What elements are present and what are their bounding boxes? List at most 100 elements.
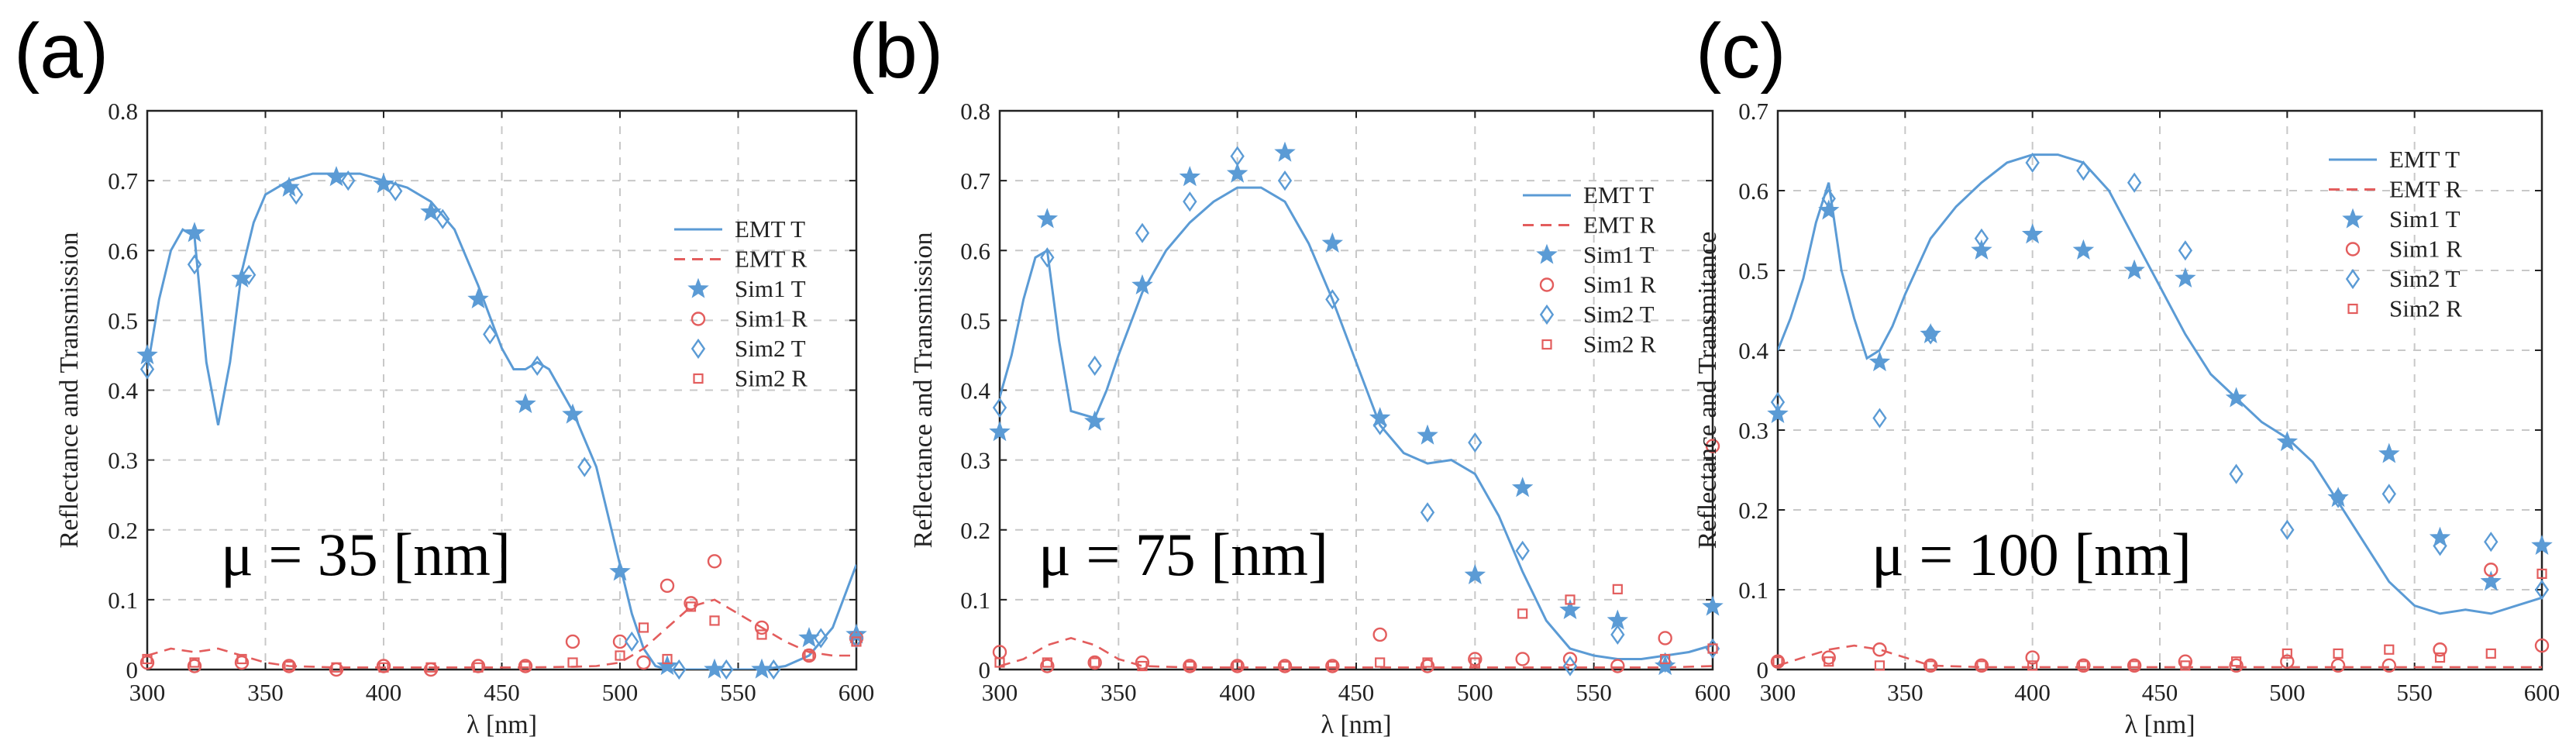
data-point [278, 176, 300, 197]
x-tick-label: 350 [1100, 679, 1137, 706]
data-point [814, 628, 828, 649]
data-point [2231, 656, 2242, 667]
data-point [609, 560, 631, 581]
y-tick-label: 0.6 [108, 237, 138, 264]
data-point [1327, 660, 1338, 672]
series-sim2-r [142, 601, 862, 673]
data-point [685, 601, 697, 612]
data-point [1321, 232, 1344, 253]
data-point [2381, 658, 2397, 673]
legend-swatch [687, 277, 709, 298]
data-point [1277, 659, 1293, 673]
data-point [467, 287, 489, 309]
data-point [1087, 355, 1102, 377]
y-tick-label: 0.1 [1738, 577, 1768, 604]
data-point [2076, 658, 2091, 673]
data-point [659, 578, 675, 594]
data-point [1325, 289, 1340, 310]
legend-swatch [1539, 304, 1555, 325]
panel-label: (b) [849, 8, 943, 95]
series-emt-t [1000, 186, 1713, 660]
data-point [565, 634, 580, 649]
data-point [1422, 657, 1433, 668]
legend-swatch [1539, 277, 1555, 292]
data-point [2280, 654, 2295, 669]
panel-label: (a) [14, 8, 108, 95]
y-tick-label: 0.3 [960, 447, 990, 474]
data-point [341, 170, 356, 191]
legend-swatch [2345, 268, 2361, 290]
data-point [1230, 146, 1245, 167]
data-point [2534, 579, 2550, 601]
data-point [1559, 598, 1581, 620]
data-point [520, 660, 531, 672]
legend-entry: EMT T [1583, 181, 1654, 208]
data-point [577, 456, 592, 477]
data-point [2178, 240, 2193, 261]
y-tick-label: 0.7 [108, 167, 138, 195]
data-point [1135, 222, 1150, 243]
series-sim1-t [136, 166, 867, 679]
data-point [234, 655, 250, 670]
data-point [1868, 350, 1891, 372]
data-point [804, 650, 814, 661]
data-point [1821, 188, 1836, 209]
data-point [1087, 655, 1102, 670]
data-point [1562, 656, 1578, 677]
series-line [1778, 153, 2542, 615]
panel-label: (c) [1696, 8, 1786, 95]
y-tick-label: 0 [126, 656, 139, 683]
legend-entry: Sim2 T [2389, 265, 2461, 292]
data-point [2276, 431, 2299, 452]
data-point [2330, 658, 2346, 673]
data-point [1036, 208, 1059, 229]
y-tick-label: 0.8 [108, 98, 138, 125]
data-point [684, 596, 698, 611]
data-point [992, 397, 1007, 418]
data-point [1372, 627, 1387, 642]
legend-entry: Sim2 R [2389, 295, 2462, 322]
data-point [1770, 654, 1786, 669]
data-point [1511, 477, 1534, 498]
legend-swatch [2345, 242, 2361, 256]
x-tick-label: 450 [484, 679, 520, 706]
data-point [1183, 659, 1197, 673]
legend-entry: EMT T [735, 215, 805, 243]
data-point [2229, 658, 2244, 673]
data-point [2123, 259, 2145, 280]
data-point [2327, 487, 2349, 508]
y-axis-label: Reflectance and Transmission [909, 232, 938, 549]
x-axis-label: λ [nm] [467, 711, 537, 739]
data-point [1179, 166, 1201, 187]
legend-swatch [2342, 208, 2364, 229]
data-point [672, 659, 687, 680]
legend-entry: Sim1 R [1583, 271, 1656, 298]
data-point [1090, 657, 1100, 668]
data-point [2536, 568, 2547, 580]
y-tick-label: 0 [979, 656, 991, 683]
legend-entry: Sim1 R [735, 305, 808, 332]
data-point [845, 623, 867, 644]
data-point [2433, 642, 2447, 657]
data-point [425, 662, 436, 673]
data-point [436, 208, 450, 229]
data-point [851, 636, 862, 647]
data-point [1230, 659, 1245, 673]
data-point [1277, 170, 1293, 191]
y-tick-label: 0.2 [1738, 497, 1768, 524]
data-point [2531, 534, 2553, 556]
data-point [2330, 487, 2346, 508]
y-tick-label: 0.1 [108, 587, 138, 614]
y-tick-label: 0.7 [960, 167, 990, 195]
data-point [1658, 631, 1672, 646]
series-line [147, 172, 856, 670]
data-point [636, 655, 651, 670]
data-point [2127, 658, 2142, 673]
y-tick-label: 0.8 [960, 98, 990, 125]
data-point [1872, 408, 1887, 429]
x-axis-label: λ [nm] [1321, 711, 1391, 739]
data-point [1226, 162, 1248, 183]
data-point [1042, 657, 1052, 668]
